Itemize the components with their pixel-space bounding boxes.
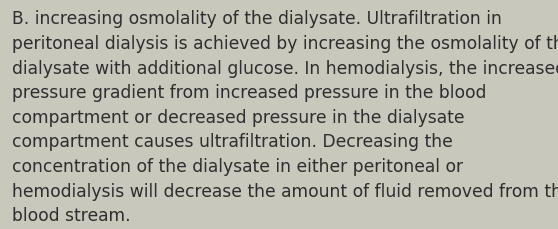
Text: blood stream.: blood stream. [12, 206, 131, 224]
Text: B. increasing osmolality of the dialysate. Ultrafiltration in: B. increasing osmolality of the dialysat… [12, 10, 502, 28]
Text: compartment causes ultrafiltration. Decreasing the: compartment causes ultrafiltration. Decr… [12, 133, 453, 151]
Text: pressure gradient from increased pressure in the blood: pressure gradient from increased pressur… [12, 84, 487, 102]
Text: peritoneal dialysis is achieved by increasing the osmolality of the: peritoneal dialysis is achieved by incre… [12, 35, 558, 53]
Text: hemodialysis will decrease the amount of fluid removed from the: hemodialysis will decrease the amount of… [12, 182, 558, 200]
Text: concentration of the dialysate in either peritoneal or: concentration of the dialysate in either… [12, 157, 463, 175]
Text: compartment or decreased pressure in the dialysate: compartment or decreased pressure in the… [12, 108, 465, 126]
Text: dialysate with additional glucose. In hemodialysis, the increased: dialysate with additional glucose. In he… [12, 59, 558, 77]
